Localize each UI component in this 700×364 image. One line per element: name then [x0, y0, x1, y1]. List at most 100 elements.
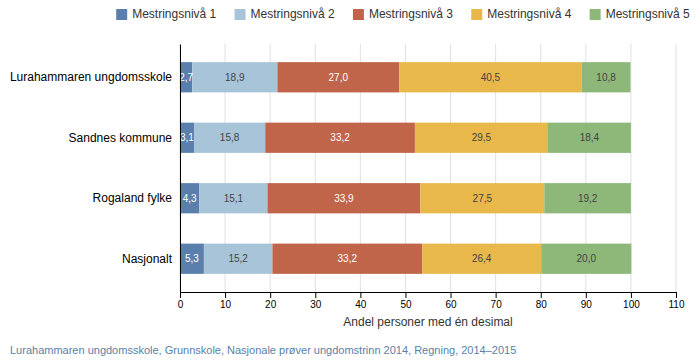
- bars: [180, 62, 631, 274]
- x-tick-mark: [631, 292, 632, 298]
- bar-segment: [265, 123, 415, 153]
- data-label: 19,2: [578, 193, 598, 204]
- data-label: 5,3: [185, 253, 199, 264]
- y-tick: Rogaland fylke: [93, 191, 180, 205]
- legend: Mestringsnivå 1 Mestringsnivå 2 Mestringsn…: [116, 7, 690, 21]
- x-tick-mark: [451, 292, 452, 298]
- bar-segment: [180, 183, 199, 213]
- y-tick: Nasjonalt: [122, 252, 180, 266]
- y-axis: Lurahammaren ungdomsskole Sandnes kommune…: [10, 45, 181, 293]
- bar-segment: [420, 183, 544, 213]
- data-label: 40,5: [481, 72, 501, 83]
- x-axis-title: Andel personer med én desimal: [343, 315, 512, 329]
- x-axis: 0102030405060708090100110: [178, 292, 685, 310]
- y-tick-label: Sandnes kommune: [69, 131, 173, 145]
- bar-segment: [199, 183, 267, 213]
- x-tick: 30: [310, 292, 322, 310]
- bar-segment: [180, 244, 204, 274]
- x-tick-label: 50: [400, 299, 412, 310]
- y-axis-line: [180, 45, 181, 293]
- data-label: 26,4: [472, 253, 492, 264]
- data-label: 33,2: [338, 253, 358, 264]
- x-tick-label: 20: [265, 299, 277, 310]
- grid: [180, 44, 676, 292]
- data-label: 18,4: [580, 132, 600, 143]
- x-tick: 80: [536, 292, 548, 310]
- x-tick: 40: [355, 292, 367, 310]
- y-tick-label: Lurahammaren ungdomsskole: [10, 70, 172, 84]
- legend-swatch: [235, 9, 246, 20]
- x-axis-line: [181, 293, 677, 299]
- bar-segment: [544, 183, 631, 213]
- bar-segment: [415, 123, 548, 153]
- data-label: 3,1: [180, 132, 194, 143]
- legend-item: Mestringsnivå 1: [116, 7, 216, 21]
- y-tick: Sandnes kommune: [69, 131, 180, 145]
- bar-segment: [541, 244, 631, 274]
- legend-swatch: [116, 9, 127, 20]
- x-tick-label: 110: [669, 299, 685, 310]
- bar-segment: [194, 123, 265, 153]
- y-tick: Lurahammaren ungdomsskole: [10, 70, 180, 84]
- x-tick-label: 90: [581, 299, 593, 310]
- legend-label: Mestringsnivå 2: [251, 7, 335, 21]
- bar-segment: [277, 62, 399, 92]
- legend-swatch: [590, 9, 601, 20]
- x-tick: 20: [265, 292, 277, 310]
- data-labels: 2,73,14,35,318,915,815,115,227,033,233,9…: [179, 72, 616, 264]
- legend-item: Mestringsnivå 4: [471, 7, 571, 21]
- chart: 2,73,14,35,318,915,815,115,227,033,233,9…: [0, 0, 700, 364]
- data-label: 27,5: [473, 193, 493, 204]
- plot: 2,73,14,35,318,915,815,115,227,033,233,9…: [10, 44, 685, 329]
- bar-segment: [422, 244, 541, 274]
- annotations: Lurahammaren ungdomsskole, Grunnskole, N…: [10, 344, 516, 356]
- bar-segment: [180, 123, 194, 153]
- bar-segment: [399, 62, 582, 92]
- legend-label: Mestringsnivå 3: [369, 7, 453, 21]
- x-tick: 110: [669, 292, 685, 310]
- y-tick-label: Rogaland fylke: [93, 191, 173, 205]
- data-label: 15,1: [224, 193, 244, 204]
- y-tick-label: Nasjonalt: [122, 252, 173, 266]
- legend-label: Mestringsnivå 1: [132, 7, 216, 21]
- data-label: 4,3: [183, 193, 197, 204]
- x-tick-label: 30: [310, 299, 322, 310]
- grid-line: [676, 44, 677, 292]
- x-tick-mark: [225, 292, 226, 298]
- x-tick: 10: [220, 292, 232, 310]
- bar-segment: [204, 244, 273, 274]
- data-label: 15,2: [228, 253, 248, 264]
- bar-segment: [272, 244, 422, 274]
- data-label: 29,5: [472, 132, 492, 143]
- x-tick-mark: [405, 292, 406, 298]
- data-label: 27,0: [329, 72, 349, 83]
- x-tick-mark: [360, 292, 361, 298]
- data-label: 33,2: [330, 132, 350, 143]
- x-tick-mark: [586, 292, 587, 298]
- bar-segment: [582, 62, 631, 92]
- footnote: Lurahammaren ungdomsskole, Grunnskole, N…: [10, 344, 516, 356]
- x-tick: 50: [400, 292, 412, 310]
- data-label: 33,9: [334, 193, 354, 204]
- data-label: 15,8: [220, 132, 240, 143]
- bar-segment: [548, 123, 631, 153]
- data-label: 20,0: [577, 253, 597, 264]
- legend-item: Mestringsnivå 2: [235, 7, 335, 21]
- x-tick-mark: [315, 292, 316, 298]
- x-tick-label: 10: [220, 299, 232, 310]
- x-tick: 70: [491, 292, 503, 310]
- legend-swatch: [471, 9, 482, 20]
- x-tick: 60: [445, 292, 457, 310]
- bar-segment: [192, 62, 277, 92]
- x-tick-label: 60: [445, 299, 457, 310]
- x-tick: 90: [581, 292, 593, 310]
- x-tick-mark: [270, 292, 271, 298]
- x-tick-mark: [180, 292, 181, 298]
- legend-item: Mestringsnivå 3: [353, 7, 453, 21]
- data-label: 10,8: [596, 72, 616, 83]
- x-tick-mark: [676, 292, 677, 298]
- legend-item: Mestringsnivå 5: [590, 7, 690, 21]
- x-tick-mark: [496, 292, 497, 298]
- legend-label: Mestringsnivå 4: [487, 7, 571, 21]
- legend-swatch: [353, 9, 364, 20]
